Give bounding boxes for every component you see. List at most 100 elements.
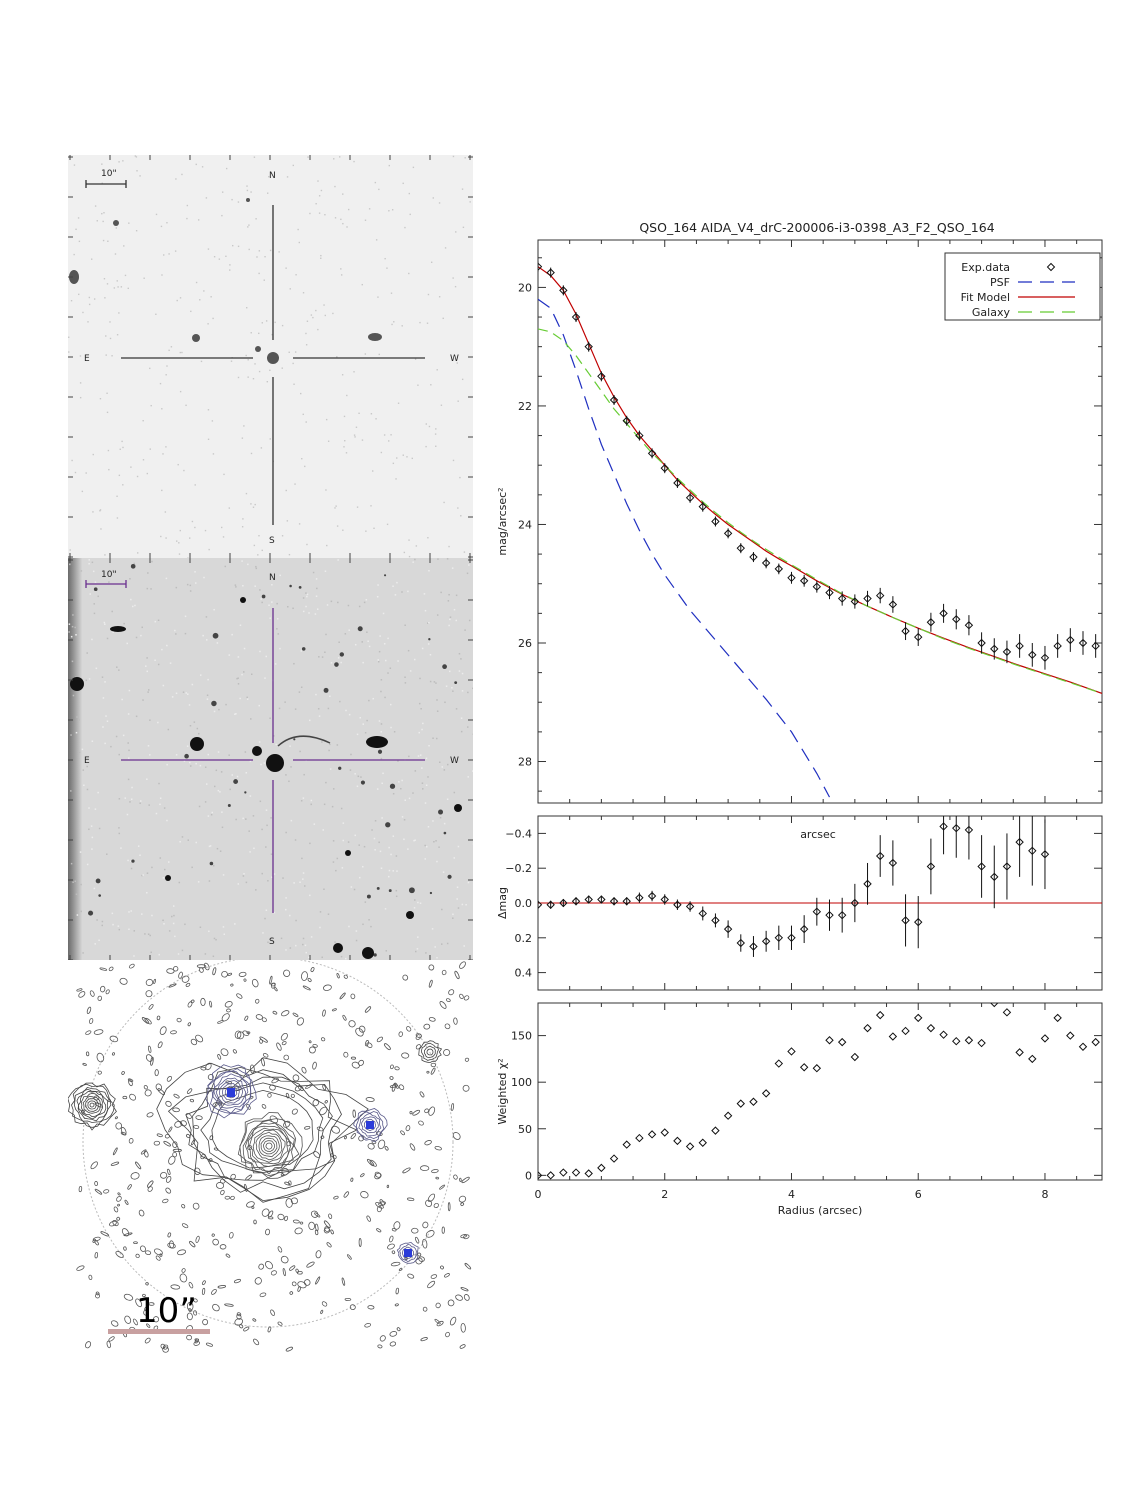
noise-dot [390,726,392,729]
noise-dot [255,565,257,568]
residual-point [685,902,695,911]
noise-dot [309,894,311,897]
faint-source [366,894,371,899]
x-tick-label: 6 [915,1188,922,1201]
noise-dot [198,732,200,735]
noise-dot [334,941,336,943]
chi2-point [952,1036,961,1046]
residual-point [538,900,543,909]
noise-dot [236,775,239,778]
contour-blob [301,1066,307,1074]
data-point [761,558,771,568]
noise-dot [300,800,303,802]
compass-east: E [84,756,90,766]
y-tick-label: 0.4 [515,967,533,980]
contour-blob [117,1203,120,1207]
noise-dot [147,745,150,747]
chi2-point [1091,1037,1100,1047]
noise-dot [388,164,391,167]
noise-dot [425,784,428,786]
residual-point [875,851,885,861]
noise-dot [219,791,221,793]
contour-blob [215,1182,225,1189]
contour-ring [211,1089,314,1169]
contour-blob [147,1186,153,1192]
noise-dot [124,274,127,277]
x-tick-label: 0 [535,1188,542,1201]
noise-dot [378,353,380,356]
data-point [609,395,619,405]
contour-blob [308,1046,316,1054]
contour-ring [156,1057,369,1203]
noise-dot [304,465,306,468]
noise-dot [413,907,416,909]
faint-source [454,681,458,685]
noise-dot [421,767,423,769]
noise-dot [255,567,258,570]
noise-dot [347,208,350,211]
noise-dot [379,635,381,637]
contour-blob [153,1248,163,1256]
noise-dot [446,763,449,766]
noise-dot [421,647,424,650]
noise-dot [204,766,207,768]
data-point [1053,641,1062,651]
contour-blob [330,1229,334,1235]
noise-dot [112,923,114,926]
noise-dot [306,543,308,546]
contour-blob [422,1221,429,1229]
compass-north: N [269,171,276,181]
scale-label: 10" [101,570,117,580]
contour-blob [85,1051,90,1057]
residual-point [698,909,707,918]
contour-blob [407,1273,415,1279]
noise-dot [392,792,395,795]
noise-dot [113,287,116,289]
compass-north: N [269,573,276,583]
contour-blob [140,1245,146,1252]
contour-blob [127,1078,134,1083]
contour-blob [464,1057,470,1062]
noise-dot [407,590,409,593]
contour-blob [116,1196,122,1202]
noise-dot [262,932,264,934]
noise-dot [417,384,419,386]
noise-dot [348,629,350,631]
contour-blob [234,1030,242,1039]
noise-dot [224,565,227,568]
source [69,270,79,284]
contour-blob [350,993,356,1000]
contour-blob [350,1056,357,1060]
noise-dot [342,222,344,225]
contour-blob [193,1298,198,1303]
contour-blob [387,1243,395,1250]
noise-dot [128,911,130,913]
noise-dot [68,336,70,338]
noise-dot [109,337,112,340]
contour-blob [217,1054,222,1060]
noise-dot [347,604,350,607]
contour-blob [358,1135,365,1142]
noise-dot [203,290,205,292]
noise-dot [265,909,268,912]
contour-blob [271,982,276,989]
contour-blob [407,1197,415,1202]
contour-blob [97,995,103,1001]
noise-dot [288,351,290,353]
contour-blob [292,1219,300,1224]
noise-dot [444,701,446,704]
noise-dot [342,193,344,195]
noise-dot [88,296,91,299]
noise-dot [242,585,244,587]
contour-blob [148,1004,154,1010]
contour-blob [163,1140,171,1147]
noise-dot [340,274,343,276]
contour-blob [143,1150,149,1158]
noise-dot [130,867,133,870]
residual-point [837,910,847,920]
noise-dot [414,950,417,953]
noise-dot [250,452,253,455]
noise-dot [386,523,389,526]
noise-dot [198,805,201,808]
noise-dot [302,937,305,940]
